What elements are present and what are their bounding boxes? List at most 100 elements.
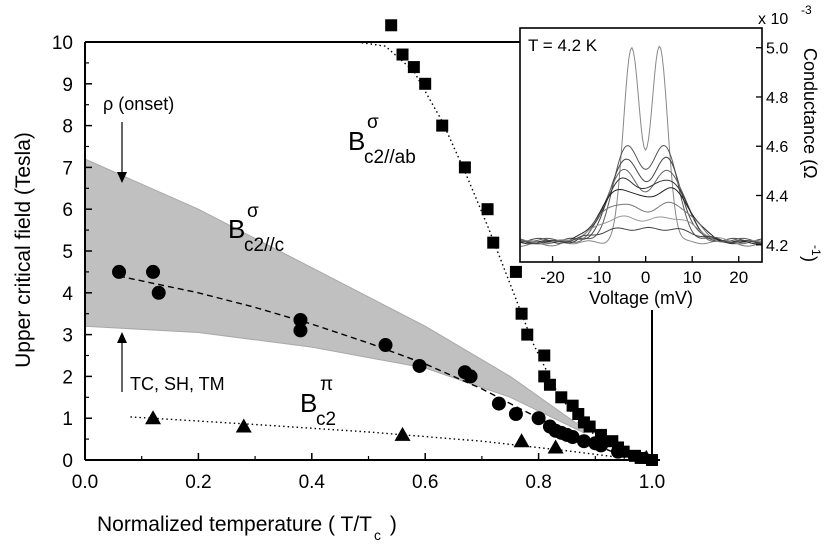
- series-2-point-1: [112, 264, 127, 279]
- series-1-point-15: [555, 391, 568, 404]
- x-tick-label-1: 0.2: [185, 472, 211, 493]
- x-tick-label-5: 1.0: [639, 472, 665, 493]
- onset-annotation: ρ (onset): [103, 94, 174, 114]
- svg-text:c2//ab: c2//ab: [364, 147, 416, 168]
- svg-text:B: B: [348, 126, 365, 156]
- series-2-point-17: [565, 430, 580, 445]
- series-3-point-1: [145, 410, 162, 425]
- inset-curve-9: [519, 226, 763, 245]
- x-axis-label: Normalized temperature ( T/T: [97, 513, 372, 536]
- svg-text:π: π: [320, 374, 333, 395]
- series-1-point-1: [385, 19, 398, 32]
- svg-text:c2//c: c2//c: [244, 235, 284, 256]
- y-tick-label-6: 6: [62, 200, 73, 221]
- inset-temperature-annotation: T = 4.2 K: [528, 36, 598, 55]
- y-tick-label-10: 10: [52, 33, 73, 54]
- svg-text:): ): [800, 256, 820, 262]
- lower-band-arrow-head: [117, 332, 127, 343]
- fit-lines-layer: [118, 41, 653, 461]
- x-tick-label-2: 0.4: [299, 472, 326, 493]
- y-tick-label-2: 2: [62, 367, 73, 388]
- series-2-point-4: [293, 312, 308, 327]
- series-3-point-3: [394, 426, 411, 441]
- y-tick-label-3: 3: [62, 326, 73, 347]
- series-3-point-2: [235, 418, 252, 433]
- svg-text:Conductance (Ω: Conductance (Ω: [800, 48, 820, 179]
- series-2-point-9: [463, 369, 478, 384]
- series-1-point-6: [458, 161, 471, 174]
- main-plot: 0.0 0.2 0.4 0.6 0.8 1.0 0 1 2 3 4 5 6 7 8 9 10 Normalize…: [12, 19, 665, 543]
- svg-text:B: B: [228, 214, 245, 244]
- series-1-point-9: [509, 265, 522, 278]
- y-tick-label-7: 7: [62, 158, 73, 179]
- series-1-point-7: [481, 203, 494, 216]
- series-2-point-2: [146, 264, 161, 279]
- inset-x-axis-label: Voltage (mV): [589, 288, 693, 308]
- label-bc2-pi: B π c2: [300, 374, 336, 430]
- series-2-point-5: [293, 323, 308, 338]
- inset-x-tick-label-0: -20: [540, 268, 565, 287]
- series-1-point-11: [521, 328, 534, 341]
- inset-x-tick-label-1: -10: [587, 268, 612, 287]
- inset-y-tick-label-2: 4.6: [766, 139, 788, 156]
- y-tick-label-8: 8: [62, 117, 73, 138]
- series-1-point-2: [396, 48, 409, 61]
- series-1-point-19: [583, 420, 596, 433]
- shaded-band: [84, 158, 585, 434]
- onset-arrow-head: [117, 172, 127, 183]
- series-2-point-10: [491, 396, 506, 411]
- inset-x-tick-label-4: 20: [729, 268, 748, 287]
- inset-y-tick-label-1: 4.4: [766, 188, 788, 205]
- series-3-point-4: [513, 433, 530, 448]
- inset-x-tick-label-3: 10: [683, 268, 702, 287]
- series-2-point-3: [151, 285, 166, 300]
- y-tick-label-9: 9: [62, 75, 73, 96]
- x-tick-label-0: 0.0: [72, 472, 98, 493]
- y-tick-label-5: 5: [62, 242, 73, 263]
- inset-background: [520, 28, 762, 262]
- inset-y-tick-label-4: 5.0: [766, 41, 788, 58]
- y-axis-label: Upper critical field (Tesla): [12, 132, 35, 368]
- inset-curve-8: [519, 215, 763, 245]
- inset-frame: [519, 27, 763, 263]
- series-2-point-11: [508, 407, 523, 422]
- lower-band-annotation: TC, SH, TM: [130, 374, 225, 394]
- svg-text:σ: σ: [247, 201, 259, 222]
- inset-y-tick-label-0: 4.2: [766, 238, 788, 255]
- inset-plot: -20 -10 0 10 20 4.2 4.4 4.6 4.8 5.0 T = 4.2 K Vol…: [519, 3, 823, 308]
- svg-text:c2: c2: [316, 409, 336, 430]
- main-ticks-layer: 0.0 0.2 0.4 0.6 0.8 1.0 0 1 2 3 4 5 6 7 8 9 10: [52, 33, 665, 493]
- fit-line-2: [118, 275, 653, 461]
- x-axis-label-tail: ): [384, 513, 397, 536]
- fit-line-3: [130, 416, 653, 461]
- data-points-layer: [112, 19, 658, 466]
- inset-y-tick-label-3: 4.8: [766, 90, 788, 107]
- series-1-point-10: [515, 307, 528, 320]
- x-axis-label-subscript: c: [374, 527, 381, 543]
- inset-y-axis-label: Conductance (Ω -1 ): [800, 48, 823, 262]
- series-2-point-18: [576, 434, 591, 449]
- inset-scale-label: x 10: [758, 11, 788, 28]
- series-1-point-14: [543, 378, 556, 391]
- x-tick-label-3: 0.6: [412, 472, 438, 493]
- series-1-point-4: [419, 77, 432, 90]
- y-tick-label-0: 0: [62, 451, 73, 472]
- inset-curves-layer: [519, 45, 763, 247]
- y-tick-label-1: 1: [62, 409, 73, 430]
- series-2-point-7: [412, 358, 427, 373]
- inset-scale-exponent: -3: [801, 3, 812, 17]
- label-bc2-c-sigma: B σ c2//c: [228, 201, 284, 256]
- series-3-point-5: [547, 439, 564, 454]
- series-1-point-8: [487, 236, 500, 249]
- inset-x-tick-label-2: 0: [641, 268, 650, 287]
- series-2-point-20: [593, 438, 608, 453]
- series-2-point-6: [378, 338, 393, 353]
- svg-text:-1: -1: [809, 245, 823, 256]
- svg-text:σ: σ: [367, 112, 379, 133]
- series-1-point-12: [538, 349, 551, 362]
- svg-text:B: B: [300, 388, 317, 418]
- y-tick-label-4: 4: [62, 284, 73, 305]
- series-1-point-5: [436, 119, 449, 132]
- inset-ticks-layer: -20 -10 0 10 20 4.2 4.4 4.6 4.8 5.0: [540, 41, 788, 287]
